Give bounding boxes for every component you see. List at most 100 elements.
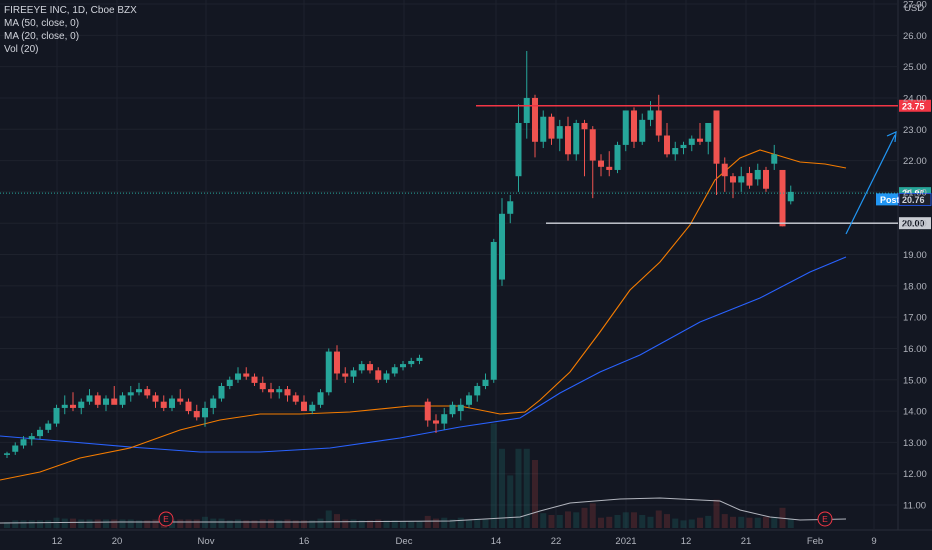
candle-body [400, 364, 406, 368]
ma20-legend[interactable]: MA (20, close, 0) [4, 31, 80, 42]
volume-bar [408, 521, 415, 528]
candle-body [738, 176, 745, 183]
candle-body [152, 395, 159, 402]
volume-bar [416, 521, 423, 528]
ma50-legend[interactable]: MA (50, close, 0) [4, 18, 80, 29]
candle-body [235, 373, 241, 380]
volume-bar [111, 519, 118, 528]
volume-bar [688, 519, 695, 528]
volume-bar [441, 517, 448, 528]
candle [342, 367, 349, 383]
candle [251, 373, 258, 387]
volume-bar [235, 519, 241, 528]
candle-body [730, 176, 736, 183]
candle-body [375, 370, 382, 380]
candle-body [457, 404, 464, 412]
candle [424, 398, 431, 427]
volume-bar [581, 507, 588, 528]
volume-bar [466, 519, 472, 528]
volume-bar [664, 514, 670, 528]
volume-bar [28, 520, 35, 528]
candle [144, 386, 151, 399]
earnings-marker [158, 511, 174, 527]
volume-bar [243, 520, 250, 528]
candle [218, 382, 225, 402]
volume-bar [499, 448, 505, 528]
volume-bar [127, 519, 134, 528]
candle-body [284, 389, 291, 396]
volume-bar [86, 519, 93, 528]
volume-legend[interactable]: Vol (20) [4, 44, 39, 55]
candle-body [334, 351, 340, 374]
time-axis[interactable]: 12 20 Nov 16 Dec 14 22 2021 12 21 Feb 9 [52, 536, 877, 547]
candle [573, 119, 580, 161]
candle [210, 395, 217, 415]
candle-body [523, 97, 530, 123]
price-tick-label: 14.00 [903, 407, 927, 418]
time-tick-label: 9 [871, 536, 876, 547]
candle-body [317, 392, 324, 405]
volume-bar [730, 516, 736, 528]
volume-bar [754, 517, 761, 528]
candle-body [251, 376, 258, 383]
volume-bar [589, 503, 596, 528]
price-tick-label: 22.00 [903, 156, 927, 167]
post-price-tag [898, 192, 932, 206]
candle-body [746, 173, 753, 186]
candle-body [639, 119, 646, 142]
candle [474, 382, 481, 402]
candle [705, 122, 712, 155]
candle [350, 367, 357, 383]
candle [672, 141, 679, 161]
candle-body [12, 445, 19, 452]
candle-body [136, 389, 142, 393]
projection-arrow-head [886, 131, 897, 143]
candle-body [688, 138, 695, 145]
candle [20, 436, 27, 449]
post-price-label: 20.76 [902, 195, 925, 205]
chart-legend: FIREEYE INC, 1D, Cboe BZX MA (50, close,… [4, 4, 137, 56]
time-tick-label: Feb [807, 536, 823, 547]
candle-body [86, 395, 93, 402]
volume-bar [210, 518, 217, 528]
candle-body [416, 357, 423, 361]
candle [655, 94, 662, 142]
volume-bar [763, 516, 769, 528]
candle [614, 141, 621, 174]
candle [556, 119, 563, 152]
volume-bar [292, 520, 299, 528]
price-axis[interactable]: 11.00 12.00 13.00 14.00 15.00 16.00 17.00 18.00… [903, 0, 927, 512]
price-tick-label: 26.00 [903, 31, 927, 42]
candle-body [391, 367, 398, 374]
volume-bar [713, 499, 720, 528]
price-tick-label: 17.00 [903, 313, 927, 324]
support-tag [899, 217, 931, 230]
volume-bar [61, 518, 68, 528]
price-tick-label: 11.00 [903, 501, 926, 512]
candle-body [763, 169, 769, 189]
volume-bar [639, 515, 646, 528]
volume-bar [705, 515, 712, 528]
volume-bar [622, 512, 629, 528]
candle [334, 345, 340, 380]
candle [697, 122, 703, 145]
candle-body [515, 122, 522, 177]
candle [325, 348, 332, 396]
candle-body [160, 401, 167, 408]
candle-body [713, 110, 720, 164]
volume-bar [548, 515, 555, 528]
candle [532, 94, 538, 158]
candle-body [466, 395, 472, 405]
candle [457, 398, 464, 421]
volume-bar [680, 520, 687, 528]
candle-body [4, 453, 10, 455]
candle [136, 382, 142, 396]
candle-body [218, 386, 225, 399]
volume-bar [614, 515, 621, 528]
symbol-title[interactable]: FIREEYE INC, 1D, Cboe BZX [4, 5, 137, 16]
candle [61, 395, 68, 415]
candle [400, 360, 406, 371]
candle-body [268, 389, 274, 393]
